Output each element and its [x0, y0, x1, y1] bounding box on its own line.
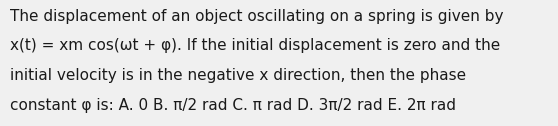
Text: x(t) = xm cos(ωt + φ). If the initial displacement is zero and the: x(t) = xm cos(ωt + φ). If the initial di… — [10, 38, 501, 53]
Text: constant φ is: A. 0 B. π/2 rad C. π rad D. 3π/2 rad E. 2π rad: constant φ is: A. 0 B. π/2 rad C. π rad … — [10, 98, 456, 113]
Text: The displacement of an object oscillating on a spring is given by: The displacement of an object oscillatin… — [10, 9, 503, 24]
Text: initial velocity is in the negative x direction, then the phase: initial velocity is in the negative x di… — [10, 68, 466, 83]
